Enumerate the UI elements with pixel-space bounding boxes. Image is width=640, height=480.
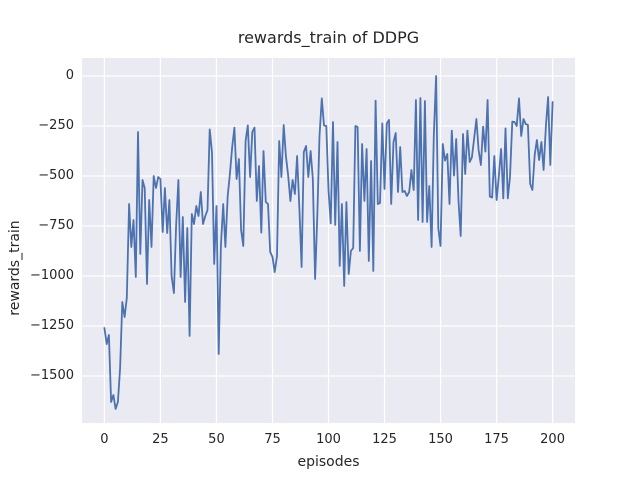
x-tick-label: 50 <box>208 432 225 447</box>
x-tick-label: 0 <box>100 432 109 447</box>
y-tick-label: −1250 <box>30 318 74 333</box>
x-tick-label: 75 <box>264 432 281 447</box>
y-tick-label: −1500 <box>30 368 74 383</box>
chart-title: rewards_train of DDPG <box>237 28 420 47</box>
y-tick-label: −750 <box>38 218 74 233</box>
y-tick-label: −1000 <box>30 268 74 283</box>
y-tick-label: −500 <box>38 168 74 183</box>
x-tick-label: 125 <box>372 432 397 447</box>
x-tick-label: 100 <box>316 432 341 447</box>
x-axis-label: episodes <box>297 454 360 470</box>
line-series-rewards_train <box>103 75 554 410</box>
y-tick-label: 0 <box>65 68 74 83</box>
x-tick-label: 175 <box>484 432 509 447</box>
x-tick-label: 200 <box>540 432 565 447</box>
x-tick-label: 25 <box>152 432 169 447</box>
plot-area <box>82 58 575 423</box>
y-tick-label: −250 <box>38 118 74 133</box>
x-tick-label: 150 <box>428 432 453 447</box>
chart-canvas <box>82 58 575 423</box>
